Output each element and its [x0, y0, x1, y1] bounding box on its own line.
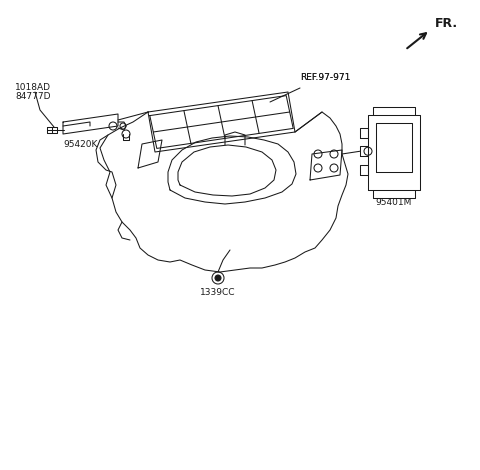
Text: REF.97-971: REF.97-971: [300, 73, 350, 82]
Text: 84777D: 84777D: [15, 92, 50, 101]
Text: FR.: FR.: [435, 16, 458, 30]
Text: 95401M: 95401M: [376, 198, 412, 207]
Text: 95420K: 95420K: [63, 140, 97, 149]
Text: 1018AD: 1018AD: [15, 83, 51, 92]
Text: 1339CC: 1339CC: [200, 288, 236, 297]
Text: REF.97-971: REF.97-971: [300, 73, 350, 82]
Circle shape: [215, 275, 221, 281]
